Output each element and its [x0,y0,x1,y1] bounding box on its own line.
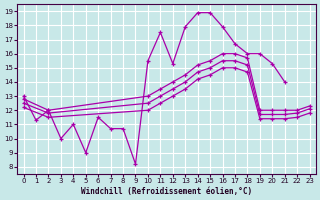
X-axis label: Windchill (Refroidissement éolien,°C): Windchill (Refroidissement éolien,°C) [81,187,252,196]
